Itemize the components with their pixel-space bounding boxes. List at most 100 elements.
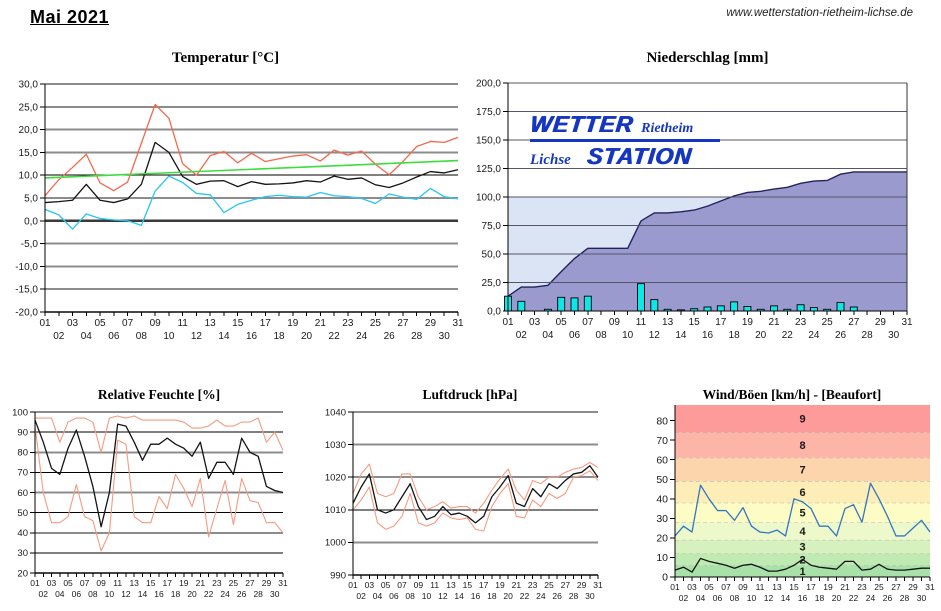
svg-text:23: 23 [795,317,807,328]
svg-text:02: 02 [679,593,689,603]
svg-text:26: 26 [883,593,893,603]
svg-text:11: 11 [636,317,647,328]
svg-text:11: 11 [430,580,439,590]
svg-text:1030: 1030 [325,440,346,451]
svg-text:70: 70 [656,435,668,447]
svg-text:14: 14 [781,593,791,603]
logo-lichse-text: Lichse [530,152,571,168]
svg-text:80: 80 [656,415,668,427]
svg-text:22: 22 [849,593,859,603]
svg-text:21: 21 [840,582,850,592]
svg-text:8: 8 [799,440,805,452]
svg-text:23: 23 [342,318,354,329]
svg-text:12: 12 [121,589,131,599]
svg-text:990: 990 [330,570,346,581]
svg-text:27: 27 [848,317,860,328]
svg-text:08: 08 [88,589,98,599]
svg-text:75,0: 75,0 [482,221,502,232]
svg-text:20: 20 [755,330,767,341]
svg-text:10,0: 10,0 [19,171,39,182]
svg-text:11: 11 [113,578,122,588]
svg-text:05: 05 [556,317,568,328]
svg-text:22: 22 [204,589,214,599]
svg-text:15,0: 15,0 [19,148,39,159]
svg-text:06: 06 [108,331,120,342]
svg-text:10: 10 [747,593,757,603]
svg-text:12: 12 [191,331,203,342]
svg-text:19: 19 [287,318,299,329]
svg-text:01: 01 [30,578,40,588]
svg-text:06: 06 [389,591,399,601]
svg-text:10: 10 [105,589,115,599]
svg-text:30: 30 [656,513,668,525]
svg-text:01: 01 [348,580,358,590]
svg-text:14: 14 [454,591,464,601]
svg-text:50: 50 [17,508,28,519]
svg-text:02: 02 [39,589,49,599]
svg-text:60: 60 [17,488,28,499]
svg-text:24: 24 [866,593,876,603]
svg-text:0,0: 0,0 [24,216,38,227]
svg-text:29: 29 [577,580,587,590]
svg-text:30: 30 [585,591,595,601]
svg-text:08: 08 [405,591,415,601]
svg-text:30: 30 [17,548,28,559]
svg-text:-10,0: -10,0 [15,262,38,273]
svg-text:21: 21 [768,317,780,328]
svg-text:11: 11 [177,318,188,329]
svg-text:26: 26 [552,591,562,601]
svg-text:06: 06 [72,589,82,599]
svg-text:22: 22 [520,591,530,601]
svg-text:28: 28 [253,589,263,599]
svg-text:22: 22 [329,331,341,342]
svg-text:1020: 1020 [325,473,346,484]
svg-text:20: 20 [832,593,842,603]
temperature-chart: 30,0 25,0 20,0 15,0 10,0 5,0 0,0 -5,0 -10,0 -15,0… [15,80,464,343]
svg-text:19: 19 [495,580,505,590]
svg-text:28: 28 [862,330,874,341]
svg-text:4: 4 [799,526,806,538]
svg-text:27: 27 [561,580,571,590]
svg-text:2: 2 [799,554,805,566]
svg-text:16: 16 [471,591,481,601]
svg-text:19: 19 [179,578,189,588]
svg-text:20: 20 [187,589,197,599]
svg-text:29: 29 [908,582,918,592]
svg-text:13: 13 [662,317,674,328]
svg-text:05: 05 [95,318,107,329]
svg-text:28: 28 [411,331,423,342]
svg-text:06: 06 [569,330,581,341]
svg-text:24: 24 [808,330,820,341]
svg-text:02: 02 [516,330,528,341]
svg-text:21: 21 [315,318,327,329]
svg-text:08: 08 [596,330,608,341]
svg-text:02: 02 [356,591,366,601]
svg-text:200,0: 200,0 [476,79,501,90]
svg-text:-5,0: -5,0 [21,239,39,250]
svg-text:13: 13 [772,582,782,592]
svg-text:05: 05 [381,580,391,590]
svg-text:24: 24 [220,589,230,599]
svg-text:27: 27 [397,318,409,329]
svg-text:20: 20 [17,568,28,579]
svg-text:08: 08 [730,593,740,603]
svg-text:12: 12 [438,591,448,601]
svg-text:18: 18 [487,591,497,601]
svg-text:1040: 1040 [325,407,346,418]
humidity-chart: 1009080706050403020010203040506070809101… [12,407,288,599]
svg-text:23: 23 [857,582,867,592]
svg-text:23: 23 [528,580,538,590]
pressure-chart-title: Luftdruck [hPa] [422,387,518,402]
svg-text:23: 23 [212,578,222,588]
svg-text:5: 5 [799,508,805,520]
temperature-chart-title: Temperatur [°C] [171,50,280,66]
svg-text:18: 18 [171,589,181,599]
svg-text:6: 6 [799,487,805,499]
svg-text:25,0: 25,0 [482,278,502,289]
svg-text:12: 12 [764,593,774,603]
svg-text:07: 07 [80,578,90,588]
svg-text:27: 27 [891,582,901,592]
svg-text:9: 9 [799,414,805,426]
